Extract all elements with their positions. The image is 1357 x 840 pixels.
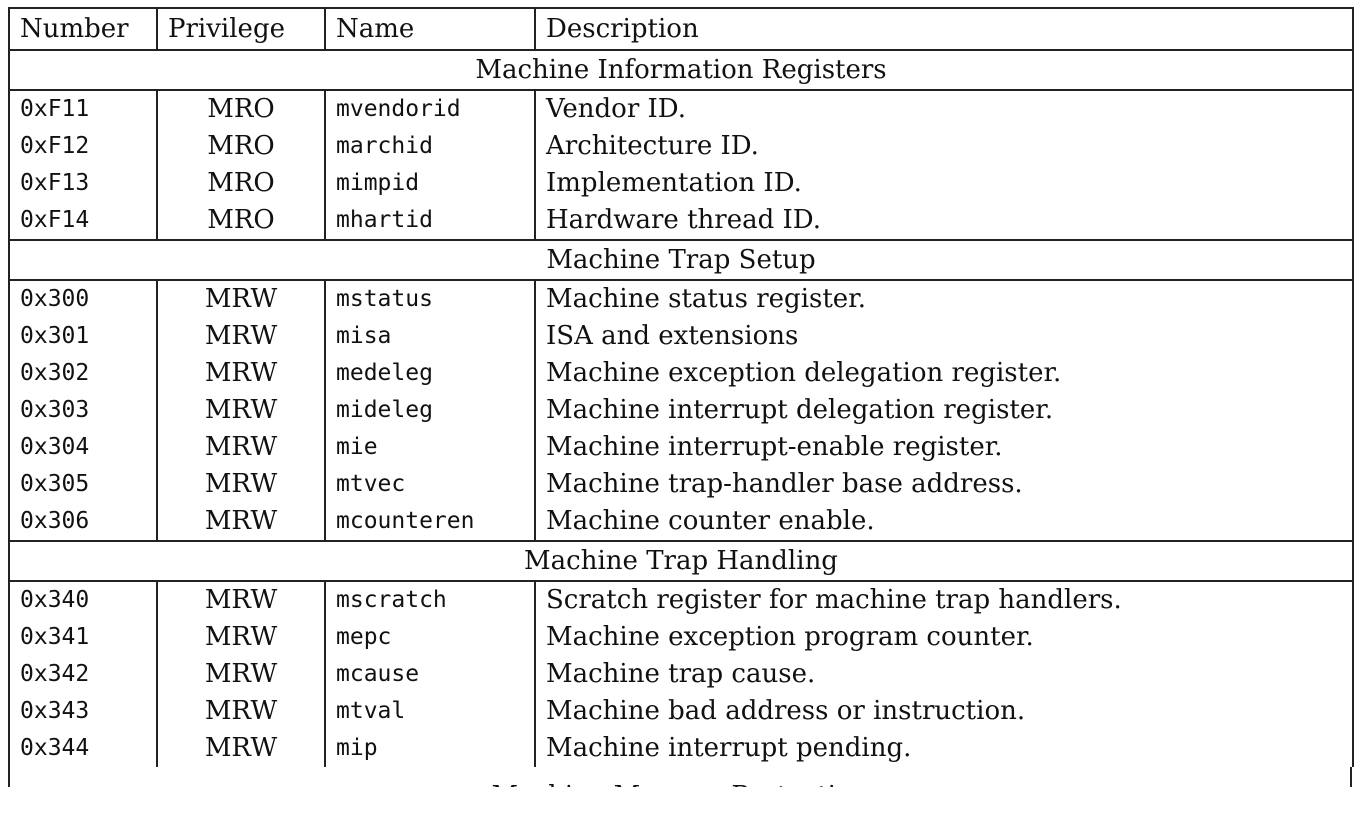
cell-number: 0x340: [8, 581, 158, 619]
csr-table-container: Number Privilege Name Description Machin…: [8, 7, 1354, 767]
section-header-row: Machine Trap Handling: [8, 540, 1354, 582]
cell-privilege: MRW: [156, 656, 326, 693]
cell-privilege: MRW: [156, 693, 326, 730]
cell-number: 0xF12: [8, 128, 158, 165]
column-header-name: Name: [324, 7, 536, 51]
cell-description: Vendor ID.: [534, 90, 1354, 128]
column-header-privilege: Privilege: [156, 7, 326, 51]
cell-number: 0x302: [8, 355, 158, 392]
cell-description: Machine status register.: [534, 280, 1354, 318]
column-header-description: Description: [534, 7, 1354, 51]
table-header-row: Number Privilege Name Description: [8, 7, 1354, 51]
cell-description: Machine exception program counter.: [534, 619, 1354, 656]
cell-description: Machine interrupt delegation register.: [534, 392, 1354, 429]
cell-name: mip: [324, 730, 536, 767]
table-body: Machine Information Registers 0xF11 MRO mve…: [8, 49, 1354, 767]
cell-name: mcounteren: [324, 503, 536, 541]
cell-privilege: MRW: [156, 355, 326, 392]
table-row: 0x300 MRW mstatus Machine status register.: [8, 280, 1354, 318]
cell-description: Machine bad address or instruction.: [534, 693, 1354, 730]
table-row: 0x341 MRW mepc Machine exception program co…: [8, 619, 1354, 656]
cell-number: 0x300: [8, 280, 158, 318]
table-row: 0x303 MRW mideleg Machine interrupt delegat…: [8, 392, 1354, 429]
cell-number: 0xF11: [8, 90, 158, 128]
table-row: 0xF13 MRO mimpid Implementation ID.: [8, 165, 1354, 202]
cell-description: Machine trap cause.: [534, 656, 1354, 693]
cell-privilege: MRW: [156, 466, 326, 503]
cell-name: medeleg: [324, 355, 536, 392]
cell-description: ISA and extensions: [534, 318, 1354, 355]
cell-privilege: MRW: [156, 318, 326, 355]
table-row: 0x344 MRW mip Machine interrupt pending.: [8, 730, 1354, 767]
section-title: Machine Trap Handling: [8, 540, 1354, 582]
cell-description: Scratch register for machine trap handle…: [534, 581, 1354, 619]
cell-privilege: MRW: [156, 730, 326, 767]
cell-privilege: MRW: [156, 503, 326, 541]
table-row: 0x301 MRW misa ISA and extensions: [8, 318, 1354, 355]
table-row: 0x302 MRW medeleg Machine exception delegat…: [8, 355, 1354, 392]
cell-description: Hardware thread ID.: [534, 202, 1354, 240]
cell-name: mscratch: [324, 581, 536, 619]
section-title: Machine Information Registers: [8, 49, 1354, 91]
table-row: 0x340 MRW mscratch Scratch register for mac…: [8, 581, 1354, 619]
section-header-row: Machine Information Registers: [8, 49, 1354, 91]
cell-description: Machine trap-handler base address.: [534, 466, 1354, 503]
column-header-number: Number: [8, 7, 158, 51]
cell-name: mie: [324, 429, 536, 466]
cell-privilege: MRW: [156, 619, 326, 656]
cell-privilege: MRW: [156, 581, 326, 619]
csr-register-table: Number Privilege Name Description Machin…: [8, 7, 1354, 767]
cell-number: 0xF14: [8, 202, 158, 240]
cell-name: mcause: [324, 656, 536, 693]
cell-number: 0x344: [8, 730, 158, 767]
cell-privilege: MRO: [156, 202, 326, 240]
table-row: 0x342 MRW mcause Machine trap cause.: [8, 656, 1354, 693]
cell-name: mvendorid: [324, 90, 536, 128]
cell-name: misa: [324, 318, 536, 355]
table-row: 0xF11 MRO mvendorid Vendor ID.: [8, 90, 1354, 128]
section-header-row: Machine Trap Setup: [8, 239, 1354, 281]
cell-name: mtval: [324, 693, 536, 730]
table-row: 0x343 MRW mtval Machine bad address or inst…: [8, 693, 1354, 730]
table-row: 0x305 MRW mtvec Machine trap-handler base a…: [8, 466, 1354, 503]
cell-number: 0x305: [8, 466, 158, 503]
cell-description: Machine exception delegation register.: [534, 355, 1354, 392]
cell-name: mimpid: [324, 165, 536, 202]
table-row: 0x306 MRW mcounteren Machine counter enable…: [8, 503, 1354, 541]
cut-off-section-row: Machine Memory Protection: [8, 767, 1352, 787]
table-row: 0xF14 MRO mhartid Hardware thread ID.: [8, 202, 1354, 240]
cell-name: mideleg: [324, 392, 536, 429]
cell-privilege: MRO: [156, 128, 326, 165]
table-row: 0xF12 MRO marchid Architecture ID.: [8, 128, 1354, 165]
cell-privilege: MRW: [156, 280, 326, 318]
cell-number: 0x304: [8, 429, 158, 466]
cell-privilege: MRO: [156, 90, 326, 128]
cell-name: marchid: [324, 128, 536, 165]
section-title: Machine Trap Setup: [8, 239, 1354, 281]
cell-name: mhartid: [324, 202, 536, 240]
cell-description: Machine counter enable.: [534, 503, 1354, 541]
cell-description: Architecture ID.: [534, 128, 1354, 165]
cell-description: Machine interrupt pending.: [534, 730, 1354, 767]
cut-off-section-title: Machine Memory Protection: [8, 781, 1352, 787]
cell-number: 0x343: [8, 693, 158, 730]
cell-number: 0x306: [8, 503, 158, 541]
cell-name: mepc: [324, 619, 536, 656]
cell-name: mtvec: [324, 466, 536, 503]
cell-number: 0x301: [8, 318, 158, 355]
cell-privilege: MRW: [156, 429, 326, 466]
cell-description: Machine interrupt-enable register.: [534, 429, 1354, 466]
cell-number: 0xF13: [8, 165, 158, 202]
cell-number: 0x303: [8, 392, 158, 429]
cell-description: Implementation ID.: [534, 165, 1354, 202]
cell-name: mstatus: [324, 280, 536, 318]
cell-privilege: MRW: [156, 392, 326, 429]
cell-number: 0x341: [8, 619, 158, 656]
cell-number: 0x342: [8, 656, 158, 693]
cell-privilege: MRO: [156, 165, 326, 202]
table-row: 0x304 MRW mie Machine interrupt-enable regi…: [8, 429, 1354, 466]
